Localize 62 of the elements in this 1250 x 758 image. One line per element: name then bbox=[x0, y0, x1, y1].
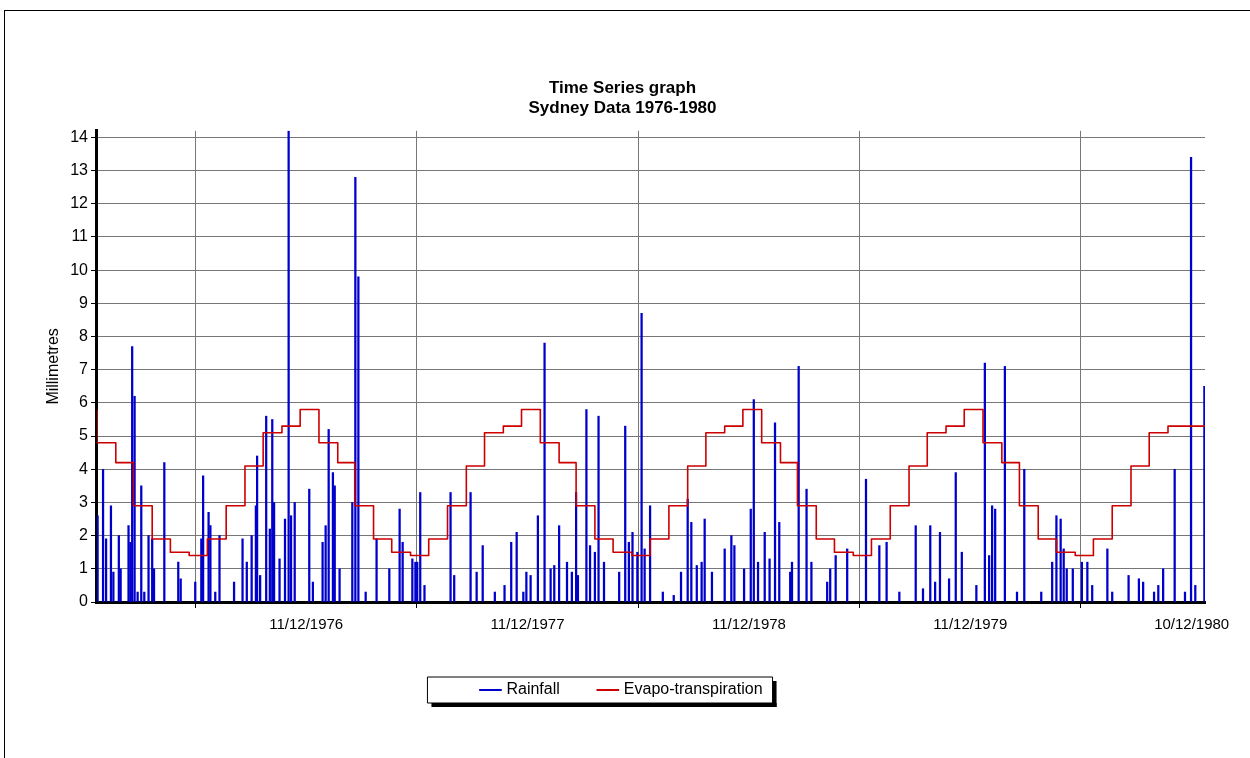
bar bbox=[1127, 575, 1130, 602]
bar bbox=[1055, 515, 1058, 602]
y-tick-label: 2 bbox=[79, 526, 89, 544]
y-tick-label: 14 bbox=[70, 127, 89, 145]
x-tick-label: 11/12/1978 bbox=[711, 615, 786, 633]
bar bbox=[1071, 568, 1074, 602]
x-tick-label: 11/12/1976 bbox=[269, 615, 344, 633]
chart-subtitle: Sydney Data 1976-1980 bbox=[528, 98, 717, 118]
y-tick-label: 0 bbox=[79, 592, 89, 610]
bar bbox=[278, 558, 281, 602]
bar bbox=[1162, 568, 1165, 602]
y-tick-label: 7 bbox=[79, 360, 89, 378]
bar bbox=[147, 535, 150, 602]
x-tick-label: 11/12/1979 bbox=[933, 615, 1008, 633]
bar bbox=[768, 558, 771, 602]
y-tick-label: 4 bbox=[79, 459, 89, 477]
bar bbox=[947, 578, 951, 602]
chart-title: Time Series graph bbox=[548, 77, 697, 97]
y-tick-label: 8 bbox=[79, 326, 89, 344]
legend-label: Rainfall bbox=[506, 680, 560, 698]
bar bbox=[388, 568, 391, 602]
bar bbox=[398, 508, 401, 602]
x-tick-label: 11/12/1977 bbox=[490, 615, 565, 633]
bar bbox=[375, 538, 378, 602]
bar bbox=[829, 568, 832, 602]
bar bbox=[241, 538, 244, 602]
bar bbox=[338, 568, 341, 602]
bar bbox=[525, 571, 528, 602]
bar bbox=[585, 409, 588, 602]
bar bbox=[529, 575, 532, 602]
y-tick-label: 11 bbox=[71, 227, 89, 245]
legend-label: Evapo-transpiration bbox=[623, 680, 763, 698]
bar bbox=[921, 588, 925, 602]
y-tick-label: 12 bbox=[70, 194, 89, 212]
bar bbox=[543, 342, 546, 602]
y-tick-label: 9 bbox=[79, 293, 89, 311]
bar bbox=[1203, 385, 1205, 602]
bar bbox=[218, 535, 221, 602]
y-tick-label: 5 bbox=[79, 426, 89, 444]
bar bbox=[549, 568, 552, 602]
bar bbox=[503, 585, 506, 602]
y-tick-label: 10 bbox=[70, 260, 89, 278]
bar bbox=[810, 561, 813, 602]
bar bbox=[805, 488, 808, 602]
bar bbox=[631, 531, 634, 602]
bar bbox=[423, 585, 426, 602]
y-tick-label: 6 bbox=[79, 393, 89, 411]
bar bbox=[672, 595, 675, 602]
x-tick-label: 10/12/1980 bbox=[1154, 615, 1230, 633]
y-tick-label: 1 bbox=[79, 559, 89, 577]
bar bbox=[834, 555, 837, 602]
y-tick-label: 13 bbox=[70, 161, 89, 179]
y-tick-label: 3 bbox=[79, 492, 89, 510]
y-axis-title: Millimetres bbox=[44, 328, 62, 405]
bar bbox=[640, 312, 643, 602]
bar bbox=[1137, 578, 1141, 602]
bar bbox=[97, 515, 99, 602]
bar bbox=[742, 568, 746, 602]
bar bbox=[449, 492, 452, 602]
bar bbox=[885, 541, 888, 602]
bar bbox=[469, 492, 472, 602]
bar bbox=[597, 415, 600, 602]
